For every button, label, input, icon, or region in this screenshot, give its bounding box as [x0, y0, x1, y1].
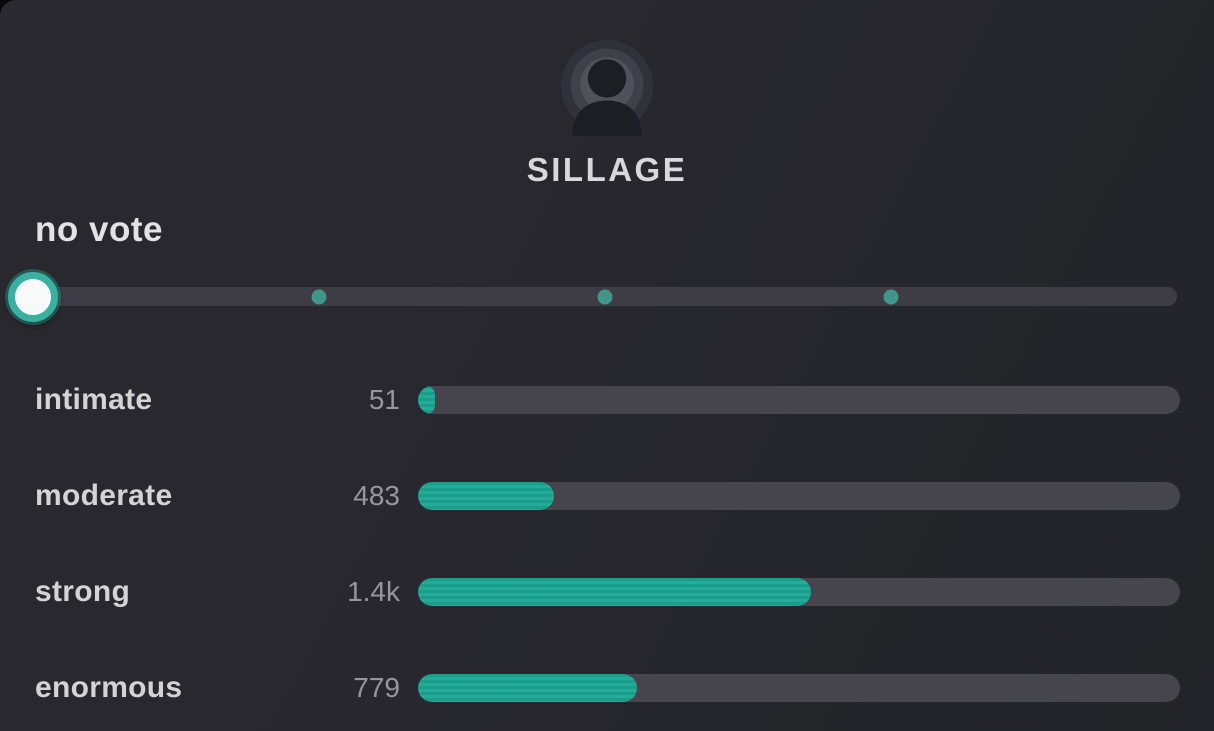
vote-row: moderate 483	[0, 476, 1180, 516]
vote-row: enormous 779	[0, 668, 1180, 708]
vote-option-label: enormous	[35, 671, 183, 704]
slider-step-dot[interactable]	[883, 289, 899, 304]
vote-bar-fill	[418, 386, 435, 414]
sillage-slider-track[interactable]	[8, 271, 1177, 322]
avatar	[559, 40, 655, 136]
section-title: SILLAGE	[526, 151, 688, 188]
vote-bar-fill	[418, 482, 554, 510]
vote-row: intimate 51	[0, 380, 1180, 420]
person-radiating-sillage-icon	[560, 40, 654, 136]
vote-bar-fill	[418, 674, 637, 702]
vote-count: 1.4k	[347, 576, 400, 607]
vote-bar-track	[418, 482, 1180, 510]
vote-option-label: strong	[35, 575, 131, 608]
vote-count: 51	[368, 384, 400, 415]
slider-vote-label: no vote	[35, 210, 163, 249]
vote-bar-track	[418, 674, 1180, 702]
vote-row: strong 1.4k	[0, 572, 1180, 612]
vote-bar-fill	[418, 578, 812, 606]
vote-option-label: moderate	[35, 479, 173, 512]
vote-count: 779	[353, 672, 400, 703]
vote-bar-track	[418, 578, 1180, 606]
vote-count: 483	[353, 480, 400, 511]
slider-handle[interactable]	[8, 271, 58, 322]
slider-step-dot[interactable]	[311, 289, 327, 304]
vote-bar-track	[418, 386, 1180, 414]
slider-step-dot[interactable]	[597, 289, 613, 304]
vote-option-label: intimate	[35, 383, 153, 416]
